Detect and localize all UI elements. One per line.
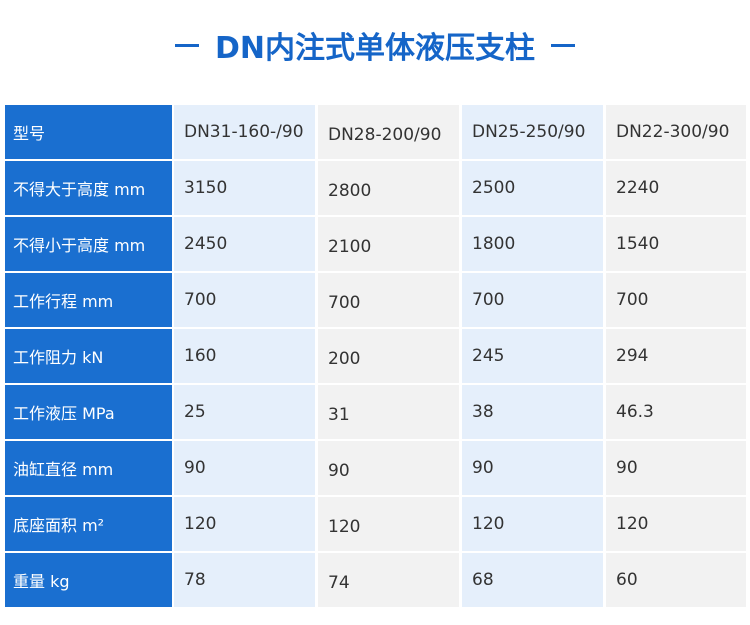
title: DN内注式单体液压支柱 bbox=[214, 31, 535, 66]
table-cell: 90 bbox=[606, 441, 746, 495]
table-cell: 38 bbox=[462, 385, 603, 439]
table-cell: 1540 bbox=[606, 217, 746, 271]
table-cell: 1800 bbox=[462, 217, 603, 271]
column-header: DN28-200/90 bbox=[318, 105, 459, 159]
table-cell: 68 bbox=[462, 553, 603, 607]
table-cell: 90 bbox=[462, 441, 603, 495]
table-cell: 78 bbox=[174, 553, 315, 607]
row-label: 工作行程 mm bbox=[5, 273, 172, 327]
table-cell: 60 bbox=[606, 553, 746, 607]
row-label: 油缸直径 mm bbox=[5, 441, 172, 495]
table-cell: 120 bbox=[462, 497, 603, 551]
dash bbox=[174, 43, 199, 47]
table-cell: 2100 bbox=[318, 217, 459, 271]
row-label: 重量 kg bbox=[5, 553, 172, 607]
table-cell: 90 bbox=[318, 441, 459, 495]
table-cell: 2240 bbox=[606, 161, 746, 215]
table-cell: 3150 bbox=[174, 161, 315, 215]
table-cell: 2800 bbox=[318, 161, 459, 215]
table-cell: 31 bbox=[318, 385, 459, 439]
column-header: DN31-160-/90 bbox=[174, 105, 315, 159]
table-cell: 120 bbox=[174, 497, 315, 551]
table-cell: 294 bbox=[606, 329, 746, 383]
row-label: 工作阻力 kN bbox=[5, 329, 172, 383]
row-label: 型号 bbox=[5, 105, 172, 159]
table-cell: 74 bbox=[318, 553, 459, 607]
row-label: 底座面积 m² bbox=[5, 497, 172, 551]
table-cell: 120 bbox=[606, 497, 746, 551]
table-cell: 160 bbox=[174, 329, 315, 383]
table-cell: 245 bbox=[462, 329, 603, 383]
table-cell: 200 bbox=[318, 329, 459, 383]
table-cell: 700 bbox=[462, 273, 603, 327]
table-cell: 90 bbox=[174, 441, 315, 495]
table-cell: 700 bbox=[606, 273, 746, 327]
table-cell: 25 bbox=[174, 385, 315, 439]
row-label: 不得大于高度 mm bbox=[5, 161, 172, 215]
table-cell: 700 bbox=[318, 273, 459, 327]
dash bbox=[551, 43, 575, 47]
title-bar: DN内注式单体液压支柱 bbox=[0, 22, 750, 68]
row-label: 不得小于高度 mm bbox=[5, 217, 172, 271]
table-cell: 120 bbox=[318, 497, 459, 551]
column-header: DN25-250/90 bbox=[462, 105, 603, 159]
row-label: 工作液压 MPa bbox=[5, 385, 172, 439]
column-header: DN22-300/90 bbox=[606, 105, 746, 159]
table-cell: 2450 bbox=[174, 217, 315, 271]
table-cell: 46.3 bbox=[606, 385, 746, 439]
table-cell: 2500 bbox=[462, 161, 603, 215]
table-cell: 700 bbox=[174, 273, 315, 327]
